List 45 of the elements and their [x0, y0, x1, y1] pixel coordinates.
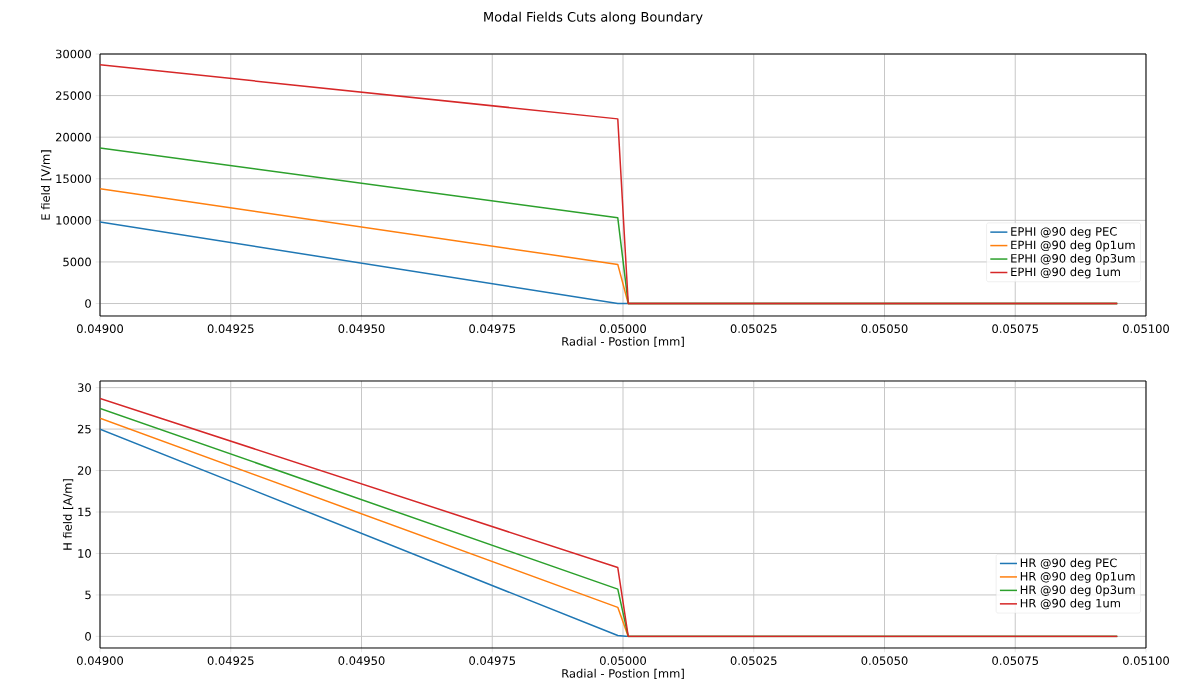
y-tick-label: 20000: [55, 132, 91, 142]
y-tick-label: 25000: [55, 91, 91, 100]
legend-label: HR @90 deg 1um: [1020, 598, 1120, 610]
y-tick-label: 30000: [56, 49, 91, 59]
legend-label: HR @90 deg 0p1um: [1020, 571, 1135, 583]
x-tick-label: 0.05025: [730, 656, 777, 665]
x-axis-title: Radial - Postion [mm]: [562, 336, 684, 348]
y-tick-label: 30: [77, 383, 91, 392]
y-tick-label: 15: [78, 507, 91, 517]
legend-label: EPHI @90 deg 0p1um: [1011, 240, 1135, 252]
y-tick-label: 10: [78, 549, 91, 558]
x-tick-label: 0.05100: [1122, 656, 1169, 665]
legend-label: EPHI @90 deg 0p3um: [1011, 253, 1135, 265]
legend-label: HR @90 deg PEC: [1020, 558, 1117, 570]
x-tick-label: 0.04950: [338, 324, 385, 333]
x-tick-label: 0.05000: [599, 324, 647, 333]
x-tick-label: 0.05100: [1122, 324, 1169, 333]
y-tick-label: 25: [77, 424, 91, 434]
legend-label: HR @90 deg 0p3um: [1020, 585, 1135, 597]
y-tick-label: 20: [77, 466, 91, 475]
legend-label: EPHI @90 deg 1um: [1011, 267, 1120, 279]
x-tick-label: 0.04975: [469, 324, 516, 333]
y-tick-label: 0: [85, 632, 91, 641]
chart-title: Modal Fields Cuts along Boundary: [484, 11, 703, 25]
x-tick-label: 0.05075: [992, 656, 1038, 665]
x-axis-title: Radial - Postion [mm]: [562, 668, 684, 680]
y-tick-label: 5: [85, 590, 91, 600]
x-tick-label: 0.04900: [76, 324, 124, 333]
y-tick-label: 5000: [63, 257, 91, 267]
y-tick-label: 15000: [56, 174, 91, 184]
x-tick-label: 0.04975: [469, 656, 516, 665]
y-axis-title: E field [V/m]: [41, 150, 52, 220]
x-tick-label: 0.05025: [730, 324, 777, 333]
x-tick-label: 0.05000: [599, 656, 647, 665]
x-tick-label: 0.04950: [338, 656, 385, 665]
y-tick-label: 0: [85, 299, 91, 308]
x-tick-label: 0.05050: [861, 324, 908, 333]
y-axis-title: H field [A/m]: [62, 479, 74, 550]
x-tick-label: 0.04900: [76, 656, 124, 665]
x-tick-label: 0.05050: [861, 656, 908, 665]
x-tick-label: 0.04925: [207, 656, 254, 665]
y-tick-label: 10000: [56, 216, 91, 225]
x-tick-label: 0.04925: [207, 324, 254, 333]
x-tick-label: 0.05075: [992, 324, 1038, 333]
legend-label: EPHI @90 deg PEC: [1011, 226, 1117, 239]
